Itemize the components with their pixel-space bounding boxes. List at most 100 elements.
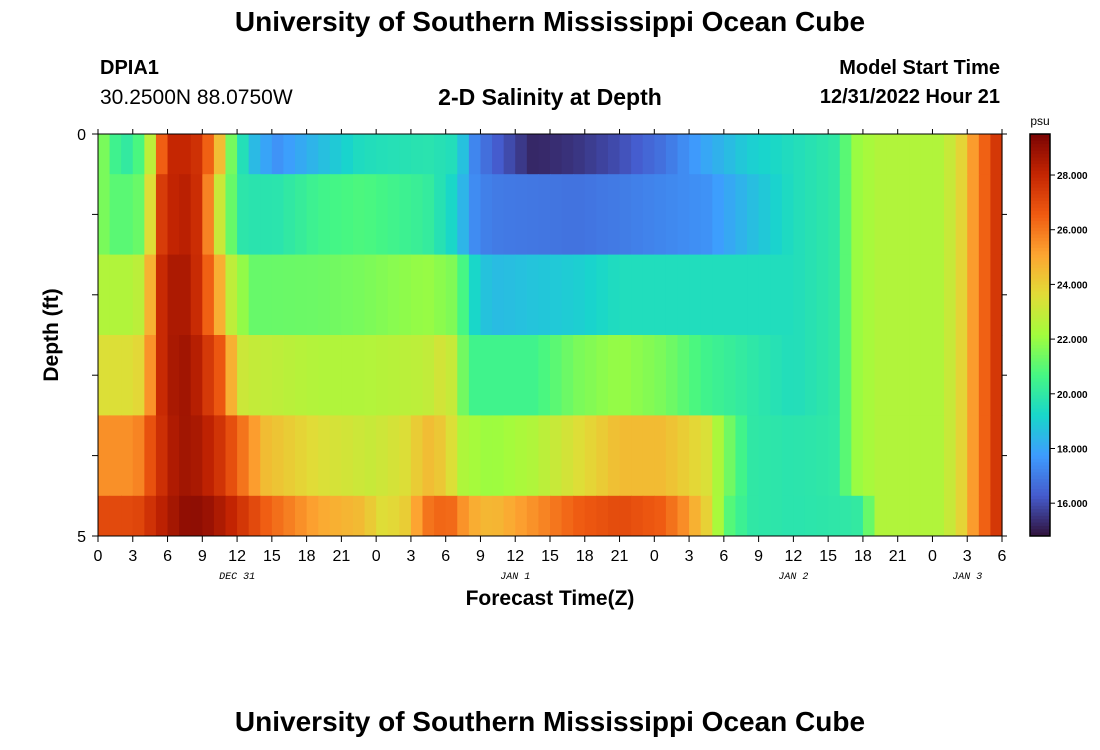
- heatmap-cell: [480, 415, 493, 497]
- colorbar-swatch: [1030, 505, 1050, 510]
- heatmap-cell: [468, 174, 482, 255]
- x-tick-label: 15: [819, 548, 837, 565]
- heatmap-cell: [596, 495, 609, 537]
- heatmap-cell: [747, 134, 760, 175]
- colorbar-swatch: [1030, 402, 1050, 406]
- colorbar-swatch: [1030, 291, 1050, 296]
- heatmap-cell: [318, 415, 331, 497]
- heatmap-cell: [376, 134, 389, 175]
- station-coordinates: 30.2500N 88.0750W: [100, 86, 293, 109]
- heatmap-cell: [434, 174, 447, 255]
- colorbar-swatch: [1030, 204, 1050, 209]
- heatmap-cell: [944, 174, 957, 255]
- heatmap-cell: [886, 174, 899, 255]
- heatmap-cell: [457, 335, 470, 416]
- heatmap-cell: [202, 495, 215, 537]
- heatmap-cell: [804, 254, 818, 336]
- heatmap-cell: [607, 254, 621, 336]
- heatmap-cell: [770, 174, 783, 255]
- heatmap-cell: [955, 174, 968, 255]
- heatmap-cell: [318, 495, 331, 537]
- colorbar-tick-label: 16.000: [1057, 499, 1088, 510]
- colorbar-swatch: [1030, 368, 1050, 373]
- heatmap-cell: [874, 254, 887, 336]
- heatmap-cell: [445, 174, 458, 255]
- heatmap-cell: [665, 335, 679, 416]
- heatmap-cell: [967, 335, 980, 416]
- heatmap-cell: [596, 174, 609, 255]
- heatmap-cell: [642, 335, 655, 416]
- heatmap-cell: [410, 254, 424, 336]
- heatmap-cell: [329, 174, 342, 255]
- heatmap-cell: [237, 254, 250, 336]
- heatmap-cell: [179, 335, 192, 416]
- heatmap-cell: [306, 254, 319, 336]
- colorbar-swatch: [1030, 211, 1050, 215]
- colorbar-swatch: [1030, 268, 1050, 272]
- heatmap-cell: [955, 495, 968, 537]
- colorbar-swatch: [1030, 251, 1050, 256]
- heatmap-cell: [862, 134, 876, 175]
- heatmap-cell: [109, 134, 122, 175]
- heatmap-cell: [492, 495, 505, 537]
- heatmap-cell: [897, 174, 910, 255]
- colorbar-swatch: [1030, 254, 1050, 259]
- heatmap-cell: [596, 254, 609, 336]
- heatmap-cell: [677, 415, 690, 497]
- colorbar-swatch: [1030, 281, 1050, 286]
- heatmap-cell: [387, 415, 400, 497]
- heatmap-cell: [584, 134, 597, 175]
- heatmap-cell: [190, 134, 203, 175]
- colorbar-swatch: [1030, 214, 1050, 219]
- colorbar-swatch: [1030, 515, 1050, 520]
- heatmap-cell: [712, 174, 725, 255]
- heatmap-cell: [387, 254, 400, 336]
- heatmap-cell: [260, 335, 273, 416]
- heatmap-cell: [410, 335, 424, 416]
- x-tick-label: 0: [372, 548, 381, 565]
- heatmap-cell: [225, 134, 238, 175]
- heatmap-cell: [828, 335, 841, 416]
- heatmap-cell: [665, 254, 679, 336]
- heatmap-cell: [909, 174, 922, 255]
- heatmap-cell: [770, 495, 783, 537]
- heatmap-cell: [341, 415, 354, 497]
- colorbar-swatch: [1030, 314, 1050, 319]
- heatmap-cell: [503, 495, 516, 537]
- heatmap-cell: [944, 495, 957, 537]
- heatmap-cell: [561, 254, 574, 336]
- colorbar-swatch: [1030, 465, 1050, 470]
- heatmap-cell: [445, 415, 458, 497]
- colorbar-swatch: [1030, 442, 1050, 447]
- colorbar-swatch: [1030, 180, 1050, 185]
- x-tick-label: 3: [406, 548, 415, 565]
- heatmap-cell: [584, 335, 597, 416]
- heatmap-cell: [723, 495, 737, 537]
- colorbar-swatch: [1030, 164, 1050, 168]
- heatmap-cell: [329, 335, 342, 416]
- heatmap-cell: [851, 335, 864, 416]
- colorbar-swatch: [1030, 489, 1050, 493]
- heatmap-cell: [468, 495, 482, 537]
- colorbar-swatch: [1030, 301, 1050, 306]
- colorbar-swatch: [1030, 361, 1050, 366]
- heatmap-cell: [654, 415, 667, 497]
- x-tick-label: 15: [541, 548, 559, 565]
- heatmap-cell: [758, 335, 771, 416]
- heatmap-cell: [526, 495, 540, 537]
- colorbar-swatch: [1030, 157, 1050, 162]
- heatmap-cell: [619, 415, 632, 497]
- heatmap-cell: [283, 254, 296, 336]
- heatmap-cell: [399, 254, 412, 336]
- heatmap-cell: [723, 415, 737, 497]
- heatmap-cell: [770, 254, 783, 336]
- colorbar-swatch: [1030, 385, 1050, 390]
- colorbar-swatch: [1030, 425, 1050, 430]
- heatmap-cell: [155, 415, 169, 497]
- x-tick-label: 21: [889, 548, 907, 565]
- model-start-value: 12/31/2022 Hour 21: [819, 86, 1000, 108]
- x-tick-label: 15: [263, 548, 281, 565]
- heatmap-cell: [596, 335, 609, 416]
- colorbar-swatch: [1030, 341, 1050, 346]
